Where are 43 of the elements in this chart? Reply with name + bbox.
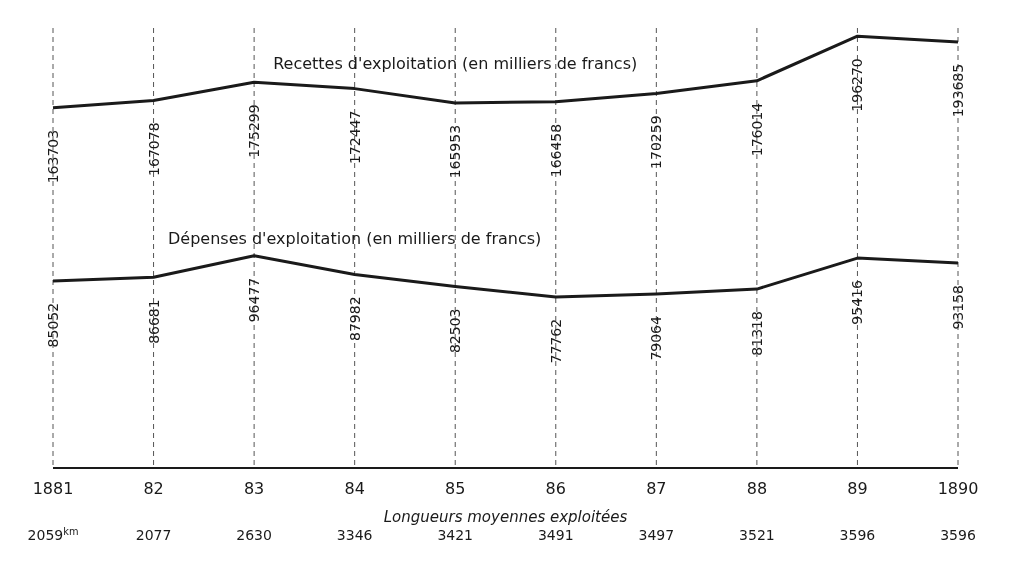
data-label: 79064 [648,315,665,361]
data-label: 193685 [950,63,966,118]
data-label: 81318 [748,311,765,356]
series-label: Dépenses d'exploitation (en milliers de francs) [168,229,542,249]
data-label: 93158 [950,285,966,330]
x-tick-label: 87 [646,479,667,498]
data-label: 82503 [447,308,464,354]
data-label: 196270 [849,58,866,112]
series-label: Recettes d'exploitation (en milliers de francs) [273,53,638,73]
data-label: 77762 [547,318,564,364]
data-label: 96477 [246,277,263,323]
x-tick-label: 84 [344,479,365,498]
text: 2077 [135,527,172,543]
data-label: 86681 [145,299,162,344]
data-label: 87982 [346,296,363,341]
text: 2059$^{km}$ [27,525,79,543]
data-label: 175299 [246,104,263,158]
x-tick-label: 1881 [32,479,74,498]
data-label: 163703 [45,129,61,184]
x-tick-label: 82 [143,479,164,498]
text: 3596 [839,527,876,543]
text: 3346 [336,527,373,543]
data-label: 85052 [45,302,61,348]
data-label: 167078 [145,122,162,176]
x-tick-label: 86 [545,479,566,498]
data-label: 166458 [547,123,564,178]
x-tick-label: 83 [243,479,265,498]
data-label: 176014 [748,102,765,157]
text: 2630 [236,527,272,543]
data-label: 170259 [648,115,665,169]
x-tick-label: 85 [445,479,466,498]
data-label: 172447 [346,110,363,165]
data-label: 95416 [849,280,866,325]
text: 3521 [739,527,775,543]
x-tick-label: 89 [847,479,868,498]
text: 3596 [940,527,976,543]
x-axis-title: Longueurs moyennes exploitées [383,508,628,526]
x-tick-label: 88 [746,479,768,498]
text: 3497 [638,527,675,543]
text: 3491 [537,527,574,543]
data-label: 165953 [447,124,464,179]
text: 3421 [437,527,474,543]
x-tick-label: 1890 [937,479,979,498]
